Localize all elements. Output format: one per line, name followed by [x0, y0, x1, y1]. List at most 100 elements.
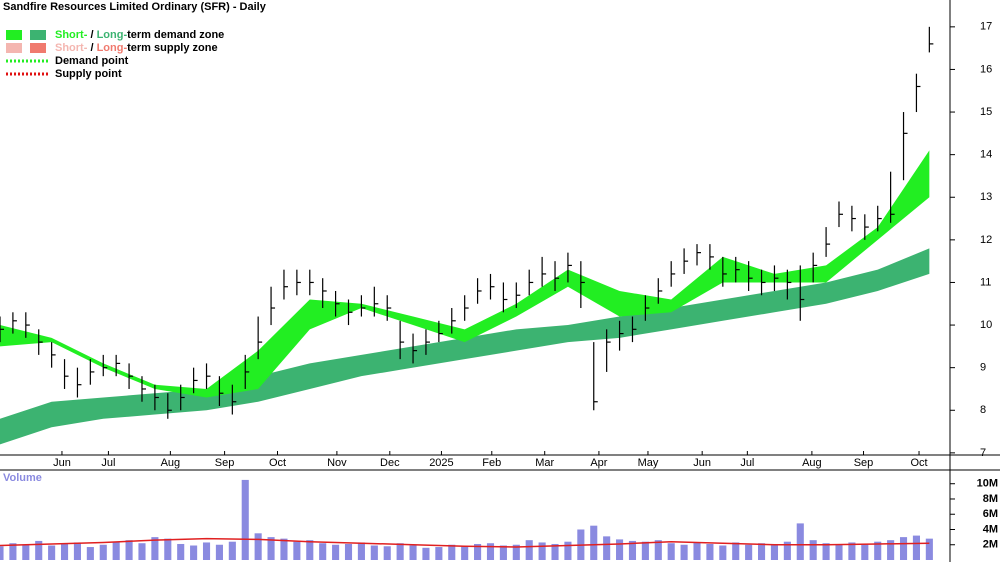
zone-band: [0, 150, 930, 398]
volume-bar: [409, 545, 417, 560]
x-tick-label: Sep: [215, 457, 235, 469]
volume-bar: [293, 541, 301, 560]
y-tick-label: 13: [980, 191, 992, 203]
volume-bar: [228, 541, 236, 560]
volume-bar: [538, 542, 546, 560]
volume-bar: [693, 542, 701, 560]
volume-bar: [822, 543, 830, 560]
volume-bar: [680, 544, 688, 560]
x-tick-label: Jul: [101, 457, 115, 469]
y-tick-label: 11: [980, 276, 991, 288]
legend-text: /: [87, 29, 96, 41]
volume-bar: [564, 541, 572, 560]
volume-bar: [770, 543, 779, 560]
legend-swatch: [30, 30, 46, 40]
volume-bar: [138, 543, 146, 560]
x-tick-label: Aug: [802, 457, 822, 469]
volume-bar: [667, 543, 675, 560]
y-tick-label: 2M: [983, 539, 998, 551]
x-tick-label: Jun: [53, 457, 71, 469]
volume-bar: [732, 542, 740, 560]
legend-text: /: [87, 42, 96, 54]
volume-bar: [590, 525, 598, 560]
legend-text: Short-: [55, 42, 88, 54]
y-tick-label: 4M: [983, 523, 998, 535]
x-tick-label: 2025: [429, 457, 453, 469]
volume-bar: [125, 540, 133, 560]
legend-swatch: [6, 43, 22, 53]
volume-bar: [874, 541, 882, 560]
volume-bar: [0, 546, 4, 560]
volume-bar: [551, 543, 559, 560]
volume-bar: [641, 541, 649, 560]
volume-bar: [357, 542, 365, 560]
volume-bar: [474, 543, 482, 560]
volume-bar: [654, 540, 662, 560]
volume-bar: [22, 544, 30, 560]
volume-bar: [448, 544, 456, 560]
volume-bar: [344, 543, 353, 560]
legend-text: Short-: [55, 29, 88, 41]
y-tick-label: 15: [980, 106, 992, 118]
y-tick-label: 10M: [977, 478, 998, 490]
volume-bar: [86, 547, 94, 560]
volume-bar: [525, 540, 533, 560]
volume-bar: [151, 537, 159, 560]
volume-bar: [628, 540, 637, 560]
volume-bar: [461, 546, 469, 560]
volume-bar: [835, 544, 843, 560]
x-tick-label: Jun: [693, 457, 711, 469]
panel-title: Volume: [3, 472, 42, 484]
y-tick-label: 8: [980, 404, 986, 416]
volume-bar: [435, 547, 443, 560]
legend-label: Supply point: [55, 68, 122, 80]
x-tick-label: Oct: [910, 457, 927, 469]
volume-bar: [383, 546, 391, 560]
legend-text: term demand zone: [127, 29, 224, 41]
volume-bar: [719, 545, 727, 560]
volume-bar: [306, 540, 314, 560]
volume-bar: [706, 543, 714, 560]
volume-bar: [899, 537, 908, 560]
volume-bar: [190, 545, 198, 560]
legend-label: Short- / Long-term demand zone: [55, 29, 224, 41]
legend-text: Long-: [97, 42, 128, 54]
volume-average: [0, 537, 930, 548]
volume-bar: [796, 523, 804, 560]
volume-bar: [499, 545, 507, 560]
volume-bar: [848, 542, 856, 560]
volume-bar: [60, 543, 69, 560]
legend-label: Short- / Long-term supply zone: [55, 42, 218, 54]
volume-bar: [603, 536, 611, 560]
x-tick-label: May: [638, 457, 659, 469]
x-tick-label: Nov: [327, 457, 347, 469]
volume-bar: [887, 540, 895, 560]
volume-bar: [745, 544, 753, 560]
x-tick-label: Feb: [482, 457, 501, 469]
volume-bar: [241, 479, 249, 560]
volume-bar: [486, 543, 495, 560]
volume-bar: [861, 543, 869, 560]
x-tick-label: Dec: [380, 457, 400, 469]
y-tick-label: 10: [980, 319, 992, 331]
volume-bar: [254, 533, 262, 560]
legend-text: Demand point: [55, 55, 129, 67]
legend-swatch: [30, 43, 46, 53]
volume-bar: [616, 539, 624, 560]
y-tick-label: 14: [980, 149, 992, 161]
volume-bar: [512, 544, 520, 560]
volume-bar: [48, 545, 56, 560]
volume-bar: [809, 540, 817, 560]
volume-bar: [396, 543, 404, 560]
volume-bar: [112, 541, 120, 560]
volume-bar: [912, 535, 920, 560]
volume-bar: [267, 537, 275, 560]
x-tick-label: Apr: [590, 457, 607, 469]
volume-bar: [757, 543, 766, 560]
volume-bar: [783, 541, 791, 560]
y-tick-label: 8M: [983, 493, 998, 505]
y-tick-label: 7: [980, 447, 986, 459]
x-tick-label: Oct: [269, 457, 286, 469]
volume-bar: [319, 543, 327, 560]
